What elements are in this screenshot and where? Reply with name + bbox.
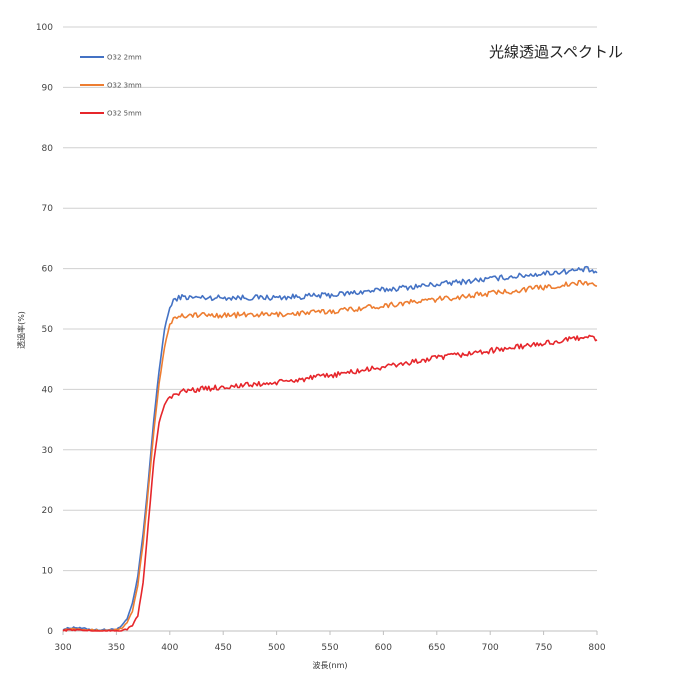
y-tick-label: 80 bbox=[42, 144, 54, 154]
x-tick-label: 400 bbox=[161, 643, 178, 653]
x-tick-label: 550 bbox=[321, 643, 338, 653]
legend: O32 2mm O32 3mm O32 5mm bbox=[80, 54, 142, 118]
y-tick-label: 20 bbox=[42, 506, 54, 516]
x-tick-label: 500 bbox=[268, 643, 285, 653]
grid bbox=[63, 26, 597, 572]
y-tick-label: 50 bbox=[42, 325, 54, 335]
series-lines bbox=[62, 265, 598, 632]
y-tick-label: 0 bbox=[47, 627, 53, 637]
x-tick-label: 800 bbox=[588, 643, 605, 653]
y-tick-label: 90 bbox=[42, 83, 54, 93]
series-line-2 bbox=[62, 279, 598, 632]
legend-label: O32 3mm bbox=[107, 82, 142, 90]
chart-title: 光線透過スペクトル bbox=[489, 43, 623, 61]
y-tick-label: 70 bbox=[42, 204, 54, 214]
axes: 0 10 20 30 40 50 60 70 80 90 100 300 350 400 450 500 550… bbox=[36, 23, 606, 653]
x-tick-label: 650 bbox=[428, 643, 445, 653]
series-line-3 bbox=[62, 334, 598, 632]
x-tick-label: 300 bbox=[54, 643, 71, 653]
x-tick-label: 600 bbox=[375, 643, 392, 653]
y-tick-label: 60 bbox=[42, 265, 54, 275]
y-tick-label: 100 bbox=[36, 23, 53, 33]
x-tick-label: 350 bbox=[108, 643, 125, 653]
x-tick-label: 750 bbox=[535, 643, 552, 653]
legend-label: O32 2mm bbox=[107, 54, 142, 62]
x-tick-label: 450 bbox=[215, 643, 232, 653]
y-tick-label: 10 bbox=[42, 567, 54, 577]
y-tick-label: 30 bbox=[42, 446, 54, 456]
series-line-1 bbox=[62, 265, 598, 632]
y-axis-title: 透過率(%) bbox=[16, 311, 26, 349]
x-tick-label: 700 bbox=[482, 643, 499, 653]
legend-label: O32 5mm bbox=[107, 110, 142, 118]
y-tick-label: 40 bbox=[42, 385, 54, 395]
x-axis-title: 波長(nm) bbox=[312, 660, 347, 670]
